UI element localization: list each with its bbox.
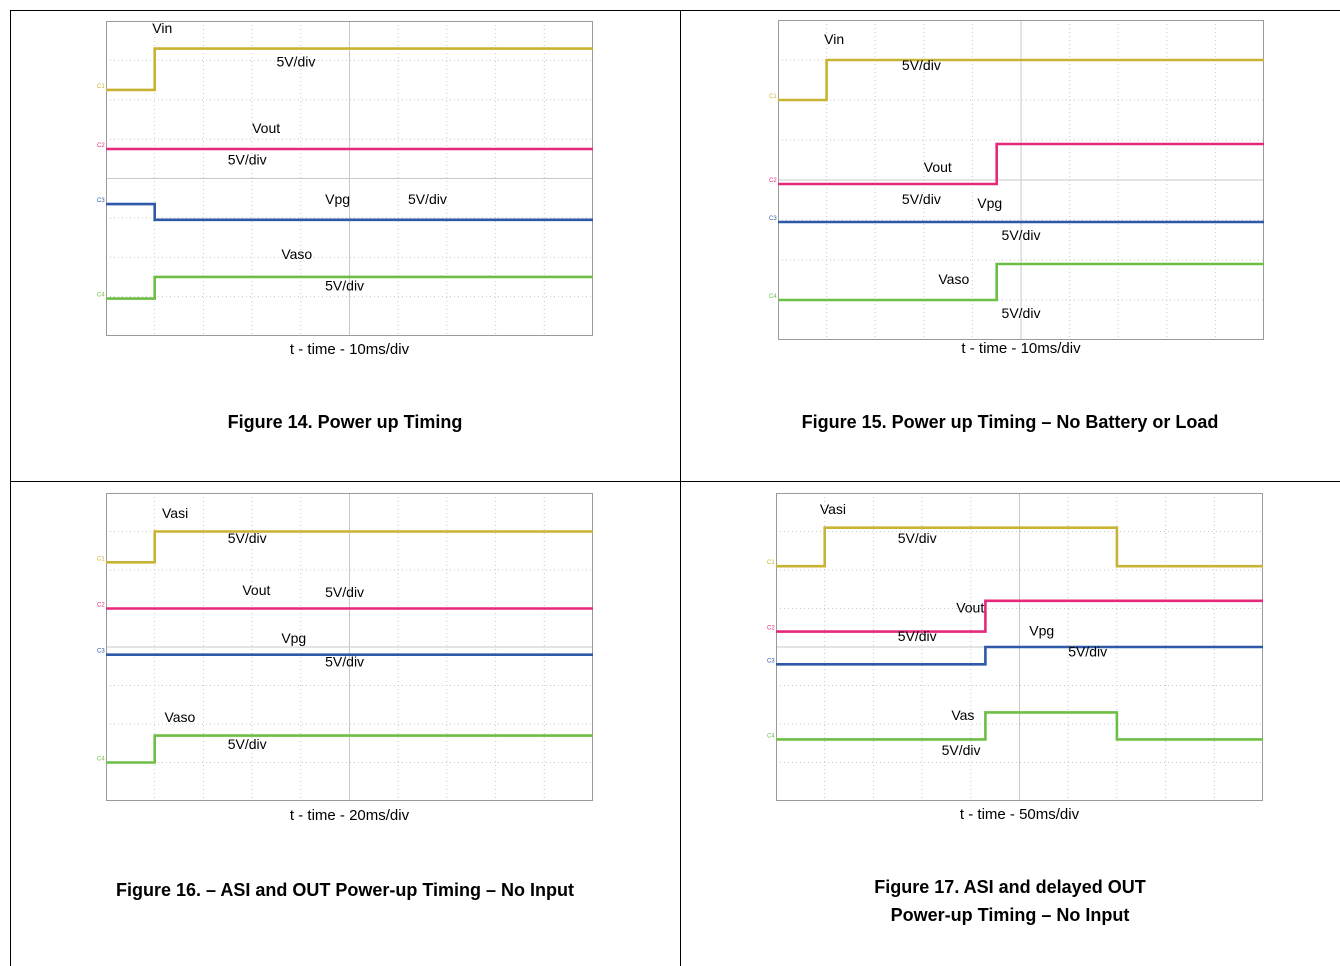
trace-annotation: 5V/div [325, 653, 364, 669]
channel-marker: C2 [97, 143, 105, 149]
trace-annotation: Vpg [977, 195, 1002, 211]
channel-marker: C2 [769, 178, 777, 184]
trace-annotation: Vasi [820, 501, 846, 517]
trace-annotation: Vpg [325, 191, 350, 207]
scope-frame [106, 493, 593, 801]
trace-vout [778, 142, 1264, 186]
trace-vpg [106, 202, 593, 222]
channel-marker: C3 [767, 658, 775, 664]
trace-vout [776, 599, 1263, 633]
figure-17-caption: Figure 17. ASI and delayed OUT Power-up … [680, 873, 1340, 929]
table-border-middle [10, 481, 1340, 482]
figure-15-xlabel: t - time - 10ms/div [961, 340, 1081, 357]
trace-annotation: Vaso [281, 246, 312, 262]
figure-16-cell: C1 C2 C3 C4 Vasi 5V/div Vout 5V/div Vpg 5V/div Vas… [10, 481, 680, 966]
figure-16-caption: Figure 16. – ASI and OUT Power-up Timing… [115, 880, 575, 900]
figure-17-scope: C1 C2 C3 C4 Vasi 5V/div Vout 5V/div Vpg 5V/div Vas… [767, 493, 1263, 801]
scope-plot-16: C1 C2 C3 C4 Vasi 5V/div Vout 5V/div Vpg 5V/div Vas… [97, 493, 593, 801]
trace-annotation: 5V/div [1068, 644, 1107, 660]
trace-annotation: 5V/div [228, 736, 267, 752]
trace-annotation: Vout [924, 159, 952, 175]
channel-marker: C3 [97, 198, 105, 204]
trace-annotation: Vin [152, 20, 172, 36]
trace-vaso [106, 734, 593, 764]
trace-annotation: 5V/div [902, 57, 941, 73]
table-border-left [10, 10, 11, 966]
trace-annotation: 5V/div [942, 742, 981, 758]
trace-annotation: 5V/div [228, 152, 267, 168]
scope-frame [778, 20, 1264, 340]
channel-marker: C4 [97, 293, 105, 299]
figure-14-cell: C1 C2 C3 C4 Vin 5V/div Vout 5V/div Vpg 5V/div Vaso… [10, 10, 680, 481]
figure-14-xlabel: t - time - 10ms/div [289, 341, 410, 358]
channel-marker: C2 [97, 603, 105, 609]
trace-annotation: 5V/div [325, 584, 364, 600]
figure-17-caption-line-1: Figure 17. ASI and delayed OUT [874, 877, 1146, 897]
trace-annotation: Vout [252, 120, 280, 136]
trace-vaso [106, 275, 593, 300]
channel-marker: C3 [97, 649, 105, 655]
trace-annotation: Vpg [1029, 622, 1054, 638]
trace-annotation: Vas [951, 707, 974, 723]
figure-15-scope: C1 C2 C3 C4 Vin 5V/div Vout 5V/div Vpg 5V/div Vaso… [769, 20, 1264, 340]
figure-17-caption-line-2: Power-up Timing – No Input [890, 905, 1130, 925]
trace-annotation: 5V/div [228, 530, 267, 546]
figure-14-caption: Figure 14. Power up Timing [227, 412, 463, 432]
trace-vpg [776, 645, 1263, 666]
figure-17-xlabel: t - time - 50ms/div [959, 806, 1080, 823]
channel-marker: C4 [97, 757, 105, 763]
trace-vasi [776, 526, 1263, 568]
table-border-center [680, 10, 681, 966]
trace-annotation: 5V/div [276, 53, 315, 69]
trace-annotation: 5V/div [898, 530, 937, 546]
figure-16-scope: C1 C2 C3 C4 Vasi 5V/div Vout 5V/div Vpg 5V/div Vas… [97, 493, 593, 801]
scope-plot-14: C1 C2 C3 C4 Vin 5V/div Vout 5V/div Vpg 5V/div Vaso… [97, 20, 593, 336]
trace-annotation: 5V/div [325, 278, 364, 294]
trace-annotation: 5V/div [898, 628, 937, 644]
trace-annotation: Vpg [281, 630, 306, 646]
figure-15-cell: C1 C2 C3 C4 Vin 5V/div Vout 5V/div Vpg 5V/div Vaso… [680, 10, 1340, 481]
trace-vaso [778, 262, 1264, 302]
channel-marker: C4 [769, 294, 777, 300]
trace-annotation: Vout [242, 582, 270, 598]
channel-marker: C1 [769, 94, 777, 100]
table-border-top [10, 10, 1340, 11]
channel-marker: C1 [767, 560, 775, 566]
figure-15-caption: Figure 15. Power up Timing – No Battery … [801, 412, 1219, 432]
trace-annotation: 5V/div [902, 191, 941, 207]
channel-marker: C1 [97, 84, 105, 90]
scope-frame [106, 21, 593, 336]
trace-annotation: Vaso [938, 271, 969, 287]
channel-marker: C4 [767, 733, 775, 739]
trace-vin [778, 58, 1264, 102]
figure-16-xlabel: t - time - 20ms/div [289, 807, 410, 824]
trace-vasi [106, 530, 593, 564]
trace-annotation: Vout [956, 599, 984, 615]
trace-annotation: 5V/div [408, 191, 447, 207]
trace-annotation: Vasi [162, 505, 188, 521]
trace-annotation: 5V/div [1002, 305, 1041, 321]
figure-14-scope: C1 C2 C3 C4 Vin 5V/div Vout 5V/div Vpg 5V/div Vaso… [97, 20, 593, 336]
trace-vin [106, 47, 593, 92]
channel-marker: C3 [769, 216, 777, 222]
figure-17-cell: C1 C2 C3 C4 Vasi 5V/div Vout 5V/div Vpg 5V/div Vas… [680, 481, 1340, 966]
channel-marker: C2 [767, 626, 775, 632]
trace-vas [776, 711, 1263, 741]
channel-marker: C1 [97, 556, 105, 562]
trace-annotation: Vaso [164, 709, 195, 725]
trace-annotation: 5V/div [1002, 227, 1041, 243]
scope-plot-17: C1 C2 C3 C4 Vasi 5V/div Vout 5V/div Vpg 5V/div Vas… [767, 493, 1263, 801]
trace-annotation: Vin [824, 31, 844, 47]
